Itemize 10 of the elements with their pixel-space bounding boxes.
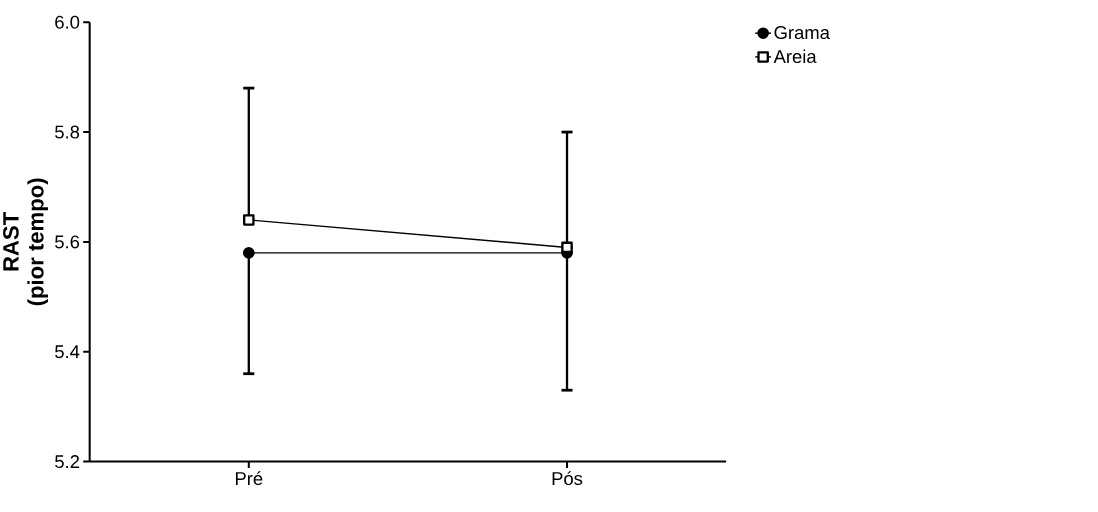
legend-label: Grama bbox=[774, 25, 830, 39]
y-tick-label: 6.0 bbox=[55, 15, 80, 29]
y-tick-label: 5.8 bbox=[55, 125, 80, 139]
legend-label: Areia bbox=[773, 49, 817, 63]
y-tick-label: 5.6 bbox=[55, 235, 80, 249]
x-tick-label: Pré bbox=[235, 471, 263, 485]
y-axis-title: RAST (pior tempo) bbox=[3, 178, 48, 306]
y-tick-label: 5.2 bbox=[55, 454, 80, 468]
y-tick-label: 5.4 bbox=[55, 345, 80, 358]
x-tick-label: Pós bbox=[552, 471, 583, 485]
